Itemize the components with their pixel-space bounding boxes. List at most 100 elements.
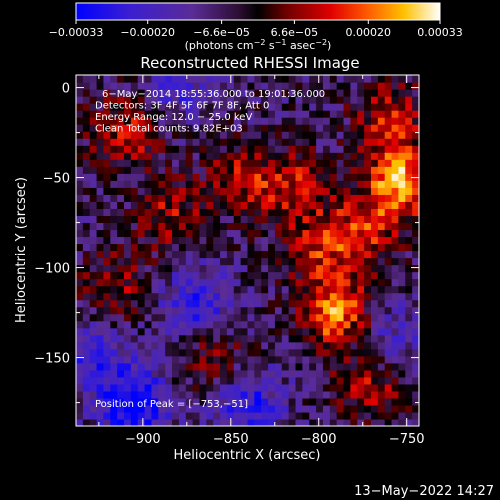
heatmap-cell: [268, 166, 276, 174]
heatmap-cell: [412, 271, 419, 280]
heatmap-cell: [144, 313, 153, 322]
heatmap-cell: [158, 166, 166, 174]
heatmap-cell: [309, 166, 317, 174]
heatmap-cell: [357, 404, 365, 413]
heatmap-cell: [240, 124, 249, 132]
heatmap-cell: [364, 166, 372, 174]
heatmap-cell: [124, 103, 132, 111]
heatmap-cell: [151, 124, 159, 132]
heatmap-cell: [254, 145, 262, 153]
heatmap-cell: [137, 159, 146, 167]
heatmap-cell: [268, 236, 276, 245]
heatmap-cell: [165, 327, 173, 336]
heatmap-cell: [350, 299, 358, 308]
heatmap-cell: [213, 313, 221, 322]
heatmap-cell: [254, 299, 262, 308]
heatmap-cell: [254, 390, 262, 399]
heatmap-cell: [384, 173, 393, 181]
heatmap-cell: [419, 117, 426, 125]
heatmap-cell: [130, 397, 139, 406]
heatmap-cell: [96, 320, 105, 329]
heatmap-cell: [124, 383, 132, 392]
heatmap-cell: [144, 348, 153, 357]
heatmap-cell: [384, 299, 393, 308]
heatmap-cell: [76, 292, 84, 301]
heatmap-cell: [247, 404, 255, 413]
heatmap-cell: [350, 152, 358, 160]
heatmap-cell: [124, 341, 132, 350]
heatmap-cell: [268, 124, 276, 132]
heatmap-cell: [316, 292, 324, 301]
heatmap-cell: [268, 187, 276, 195]
heatmap-cell: [322, 117, 331, 125]
heatmap-cell: [357, 313, 365, 322]
heatmap-cell: [412, 362, 419, 371]
heatmap-cell: [213, 404, 221, 413]
heatmap-cell: [178, 229, 187, 238]
heatmap-cell: [137, 278, 146, 287]
heatmap-cell: [206, 243, 214, 252]
heatmap-cell: [302, 285, 310, 294]
heatmap-cell: [199, 278, 207, 287]
heatmap-cell: [206, 138, 214, 146]
heatmap-cell: [247, 96, 255, 104]
heatmap-cell: [172, 320, 180, 329]
heatmap-cell: [322, 383, 331, 392]
heatmap-cell: [96, 362, 105, 371]
heatmap-cell: [398, 236, 406, 245]
heatmap-cell: [288, 404, 297, 413]
heatmap-cell: [76, 75, 84, 83]
heatmap-cell: [103, 390, 111, 399]
heatmap-cell: [419, 110, 426, 118]
heatmap-cell: [247, 264, 255, 273]
heatmap-cell: [316, 222, 324, 231]
heatmap-cell: [316, 103, 324, 111]
heatmap-cell: [233, 285, 242, 294]
heatmap-cell: [370, 222, 379, 231]
heatmap-cell: [419, 138, 426, 146]
heatmap-cell: [206, 334, 214, 343]
heatmap-cell: [213, 390, 221, 399]
heatmap-cell: [370, 229, 379, 238]
heatmap-cell: [322, 166, 331, 174]
heatmap-cell: [220, 320, 228, 329]
heatmap-cell: [405, 110, 413, 118]
heatmap-cell: [295, 215, 303, 224]
heatmap-cell: [268, 257, 276, 266]
heatmap-cell: [137, 194, 146, 202]
heatmap-cell: [240, 264, 249, 273]
heatmap-cell: [233, 138, 242, 146]
heatmap-cell: [124, 229, 132, 238]
heatmap-cell: [82, 285, 91, 294]
heatmap-cell: [178, 306, 187, 315]
heatmap-cell: [350, 362, 358, 371]
heatmap-cell: [240, 390, 249, 399]
heatmap-cell: [274, 341, 283, 350]
heatmap-cell: [364, 369, 372, 378]
heatmap-cell: [137, 208, 146, 216]
heatmap-cell: [130, 341, 139, 350]
heatmap-cell: [261, 201, 269, 209]
heatmap-cell: [103, 404, 111, 413]
heatmap-cell: [158, 180, 166, 188]
heatmap-cell: [199, 110, 207, 118]
heatmap-cell: [96, 229, 105, 238]
heatmap-cell: [233, 397, 242, 406]
heatmap-cell: [364, 82, 372, 90]
heatmap-cell: [172, 264, 180, 273]
heatmap-cell: [405, 390, 413, 399]
heatmap-cell: [220, 334, 228, 343]
heatmap-cell: [82, 320, 91, 329]
heatmap-cell: [185, 187, 194, 195]
heatmap-cell: [103, 334, 111, 343]
heatmap-cell: [357, 264, 365, 273]
heatmap-cell: [144, 173, 153, 181]
y-tick-label: −100: [34, 262, 70, 277]
heatmap-cell: [172, 152, 180, 160]
heatmap-cell: [254, 236, 262, 245]
heatmap-cell: [281, 334, 290, 343]
heatmap-cell: [89, 208, 98, 216]
heatmap-cell: [370, 348, 379, 357]
heatmap-cell: [370, 313, 379, 322]
heatmap-cell: [398, 229, 406, 238]
